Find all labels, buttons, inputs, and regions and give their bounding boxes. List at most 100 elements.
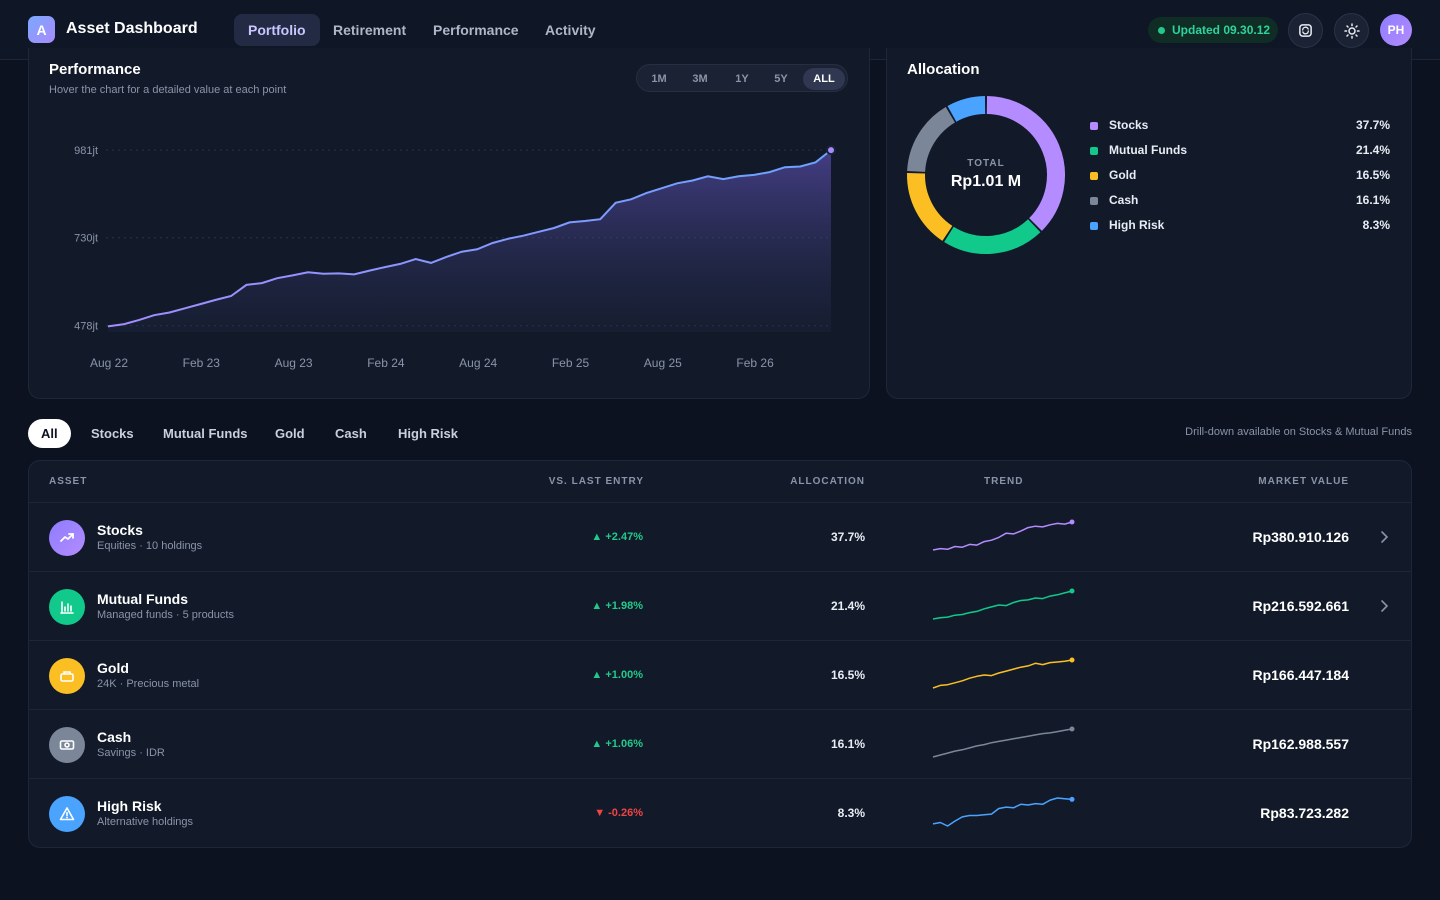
donut-segment-cash[interactable] — [907, 107, 956, 173]
asset-table — [28, 460, 1412, 848]
allocation-value: 37.7% — [830, 530, 865, 544]
nav-tab-activity[interactable]: Activity — [545, 22, 596, 38]
legend-label: Gold — [1109, 168, 1137, 182]
asset-name: Gold — [97, 660, 129, 676]
column-header-allocation[interactable]: ALLOCATION — [790, 476, 865, 487]
donut-segment-gold[interactable] — [907, 173, 953, 241]
sparkline-end-point — [1069, 588, 1075, 594]
donut-total-value: Rp1.01 M — [950, 173, 1022, 190]
filter-chip-cash[interactable]: Cash — [335, 426, 367, 441]
legend-swatch — [1090, 122, 1098, 130]
nav-tab-performance[interactable]: Performance — [433, 22, 519, 38]
gold-bar-icon — [49, 658, 85, 694]
legend-label: Stocks — [1109, 118, 1149, 132]
filter-chip-stocks[interactable]: Stocks — [91, 426, 134, 441]
performance-chart[interactable]: 981jt 730jt 478jt Aug 22 Feb 23 Aug 23 Feb 24… — [28, 100, 848, 385]
sparkline-path — [932, 659, 1073, 689]
change-value: ▲ +2.47% — [591, 531, 643, 543]
asset-description: Savings · IDR — [97, 747, 165, 759]
legend-percent: 8.3% — [1362, 218, 1390, 232]
sparkline-path — [932, 728, 1073, 758]
table-row-stocks[interactable]: Stocks Equities · 10 holdings ▲ +2.47% 3… — [29, 502, 1411, 571]
x-tick-label: Feb 26 — [736, 356, 774, 370]
app-title: Asset Dashboard — [66, 20, 198, 37]
filter-chip-mutual-funds[interactable]: Mutual Funds — [163, 426, 248, 441]
trending-up-icon — [49, 520, 85, 556]
legend-item-stocks[interactable]: Stocks 37.7% — [1090, 118, 1390, 136]
sparkline-end-point — [1069, 657, 1075, 663]
market-value: Rp166.447.184 — [1252, 667, 1349, 683]
performance-subtitle: Hover the chart for a detailed value at … — [49, 84, 287, 96]
allocation-value: 16.5% — [830, 668, 865, 682]
column-header-asset[interactable]: ASSET — [49, 476, 88, 487]
nav-tab-retirement[interactable]: Retirement — [333, 22, 407, 38]
legend-item-cash[interactable]: Cash 16.1% — [1090, 193, 1390, 211]
change-value: ▲ +1.06% — [591, 738, 643, 750]
arrow-up-icon: ▲ — [591, 669, 606, 681]
filter-chip-gold[interactable]: Gold — [275, 426, 305, 441]
trend-sparkline — [932, 796, 1075, 827]
donut-segment-stocks[interactable] — [986, 96, 1065, 231]
market-value: Rp83.723.282 — [1260, 805, 1349, 821]
range-1m-button[interactable]: 1M — [651, 73, 667, 85]
legend-label: High Risk — [1109, 218, 1165, 232]
asset-name: High Risk — [97, 798, 162, 814]
chart-area-fill — [108, 150, 831, 332]
warning-icon — [49, 796, 85, 832]
range-5y-button[interactable]: 5Y — [774, 73, 788, 85]
performance-title: Performance — [49, 61, 141, 78]
range-1y-button[interactable]: 1Y — [735, 73, 749, 85]
x-tick-label: Aug 22 — [90, 356, 128, 370]
app-logo[interactable]: A — [28, 16, 55, 43]
table-row-cash[interactable]: Cash Savings · IDR ▲ +1.06% 16.1% Rp162.… — [29, 709, 1411, 778]
legend-percent: 16.1% — [1355, 193, 1390, 207]
chevron-right-icon[interactable] — [1379, 530, 1389, 544]
change-value: ▼ -0.26% — [594, 807, 643, 819]
range-3m-button[interactable]: 3M — [692, 73, 708, 85]
theme-toggle-button[interactable] — [1334, 13, 1369, 48]
nav-tab-portfolio[interactable]: Portfolio — [234, 14, 320, 46]
y-tick-label: 478jt — [74, 321, 98, 333]
sparkline-path — [932, 590, 1073, 620]
x-tick-label: Feb 23 — [183, 356, 221, 370]
user-avatar[interactable]: PH — [1380, 14, 1412, 46]
change-value: ▲ +1.98% — [591, 600, 643, 612]
legend-item-high-risk[interactable]: High Risk 8.3% — [1090, 218, 1390, 236]
legend-swatch — [1090, 147, 1098, 155]
donut-segment-high-risk[interactable] — [947, 96, 986, 122]
column-header-market-value[interactable]: MARKET VALUE — [1258, 476, 1349, 487]
range-all-button[interactable]: ALL — [803, 68, 845, 90]
filter-chip-high-risk[interactable]: High Risk — [398, 426, 458, 441]
legend-item-mutual-funds[interactable]: Mutual Funds 21.4% — [1090, 143, 1390, 161]
asset-name: Cash — [97, 729, 132, 745]
asset-description: Equities · 10 holdings — [97, 540, 203, 552]
legend-percent: 37.7% — [1355, 118, 1390, 132]
trend-sparkline — [932, 588, 1075, 620]
trend-sparkline — [932, 519, 1075, 551]
asset-description: Managed funds · 5 products — [97, 609, 234, 621]
legend-item-gold[interactable]: Gold 16.5% — [1090, 168, 1390, 186]
table-row-mutual-funds[interactable]: Mutual Funds Managed funds · 5 products … — [29, 571, 1411, 640]
legend-label: Cash — [1109, 193, 1139, 207]
sun-icon — [1343, 22, 1360, 39]
sparkline-end-point — [1069, 796, 1075, 802]
trend-sparkline — [932, 657, 1075, 689]
legend-label: Mutual Funds — [1109, 143, 1187, 157]
legend-percent: 16.5% — [1355, 168, 1390, 182]
sparkline-end-point — [1069, 519, 1075, 525]
column-header-trend: TREND — [984, 476, 1024, 487]
sync-button[interactable] — [1288, 13, 1323, 48]
x-tick-label: Aug 23 — [275, 356, 313, 370]
filter-chip-all[interactable]: All — [28, 419, 71, 448]
table-row-gold[interactable]: Gold 24K · Precious metal ▲ +1.00% 16.5%… — [29, 640, 1411, 709]
column-header-change[interactable]: VS. LAST ENTRY — [548, 476, 644, 487]
market-value: Rp216.592.661 — [1252, 598, 1349, 614]
drilldown-note: Drill-down available on Stocks & Mutual … — [1185, 426, 1412, 438]
allocation-donut-chart[interactable] — [901, 90, 1071, 260]
change-value: ▲ +1.00% — [591, 669, 643, 681]
arrow-up-icon: ▲ — [591, 600, 606, 612]
donut-segment-mutual-funds[interactable] — [944, 219, 1041, 254]
arrow-down-icon: ▼ — [594, 807, 609, 819]
table-row-high-risk[interactable]: High Risk Alternative holdings ▼ -0.26% … — [29, 778, 1411, 847]
chevron-right-icon[interactable] — [1379, 599, 1389, 613]
